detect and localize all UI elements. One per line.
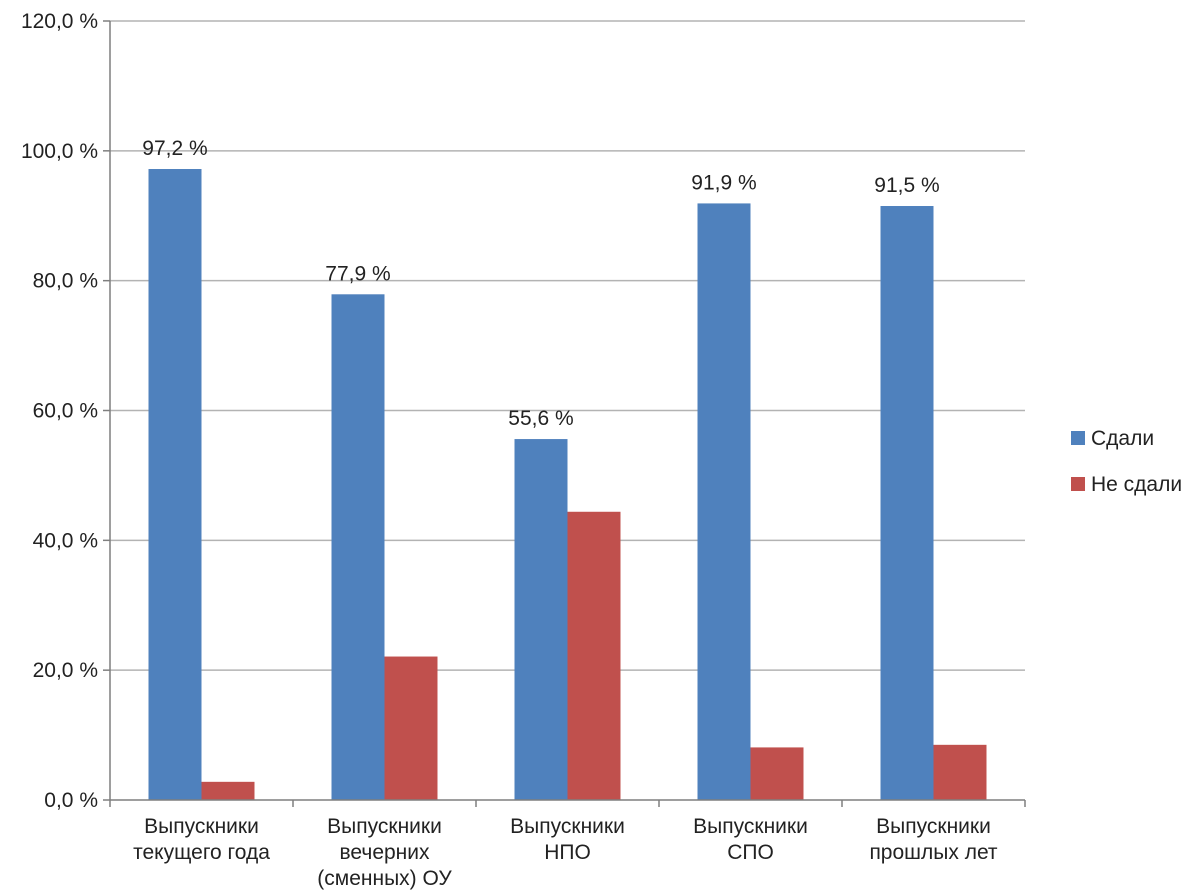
bar-sdali-1 bbox=[331, 294, 385, 800]
y-tick-label-2: 40,0 % bbox=[33, 529, 98, 552]
data-label-0: 97,2 % bbox=[142, 137, 207, 160]
data-label-2: 55,6 % bbox=[508, 407, 573, 430]
category-label-0: Выпускники текущего года bbox=[133, 815, 270, 864]
bar-sdali-2 bbox=[514, 439, 568, 800]
gridlines bbox=[110, 20, 1025, 671]
category-label-1: Выпускники вечерних (сменных) ОУ bbox=[317, 815, 452, 890]
bar-ne-sdali-0 bbox=[201, 781, 255, 800]
legend-swatch-0 bbox=[1071, 431, 1085, 445]
legend-label-1: Не сдали bbox=[1091, 473, 1182, 496]
category-label-line: Выпускники bbox=[693, 815, 808, 838]
category-label-line: Выпускники bbox=[144, 815, 259, 838]
bar-sdali-3 bbox=[697, 203, 751, 800]
category-label-line: Выпускники bbox=[327, 815, 442, 838]
category-label-4: Выпускники прошлых лет bbox=[869, 815, 997, 864]
category-label-line: Выпускники bbox=[876, 815, 991, 838]
data-label-1: 77,9 % bbox=[325, 262, 390, 285]
y-tick-label-1: 20,0 % bbox=[33, 659, 98, 682]
category-label-line: прошлых лет bbox=[869, 841, 997, 864]
category-label-3: Выпускники СПО bbox=[693, 815, 808, 864]
y-tick-label-6: 120,0 % bbox=[21, 10, 98, 33]
bar-ne-sdali-3 bbox=[750, 747, 804, 800]
legend-label-0: Сдали bbox=[1091, 427, 1154, 450]
category-label-line: вечерних bbox=[339, 841, 430, 864]
data-label-3: 91,9 % bbox=[691, 171, 756, 194]
category-label-2: Выпускники НПО bbox=[510, 815, 625, 864]
bar-ne-sdali-1 bbox=[384, 656, 438, 800]
y-tick-label-5: 100,0 % bbox=[21, 140, 98, 163]
category-label-line: НПО bbox=[544, 841, 591, 864]
labels: 0,0 % 20,0 % 40,0 % 60,0 % 80,0 % 100,0 % 120,… bbox=[21, 10, 998, 890]
category-label-line: (сменных) ОУ bbox=[317, 867, 452, 890]
bar-sdali-4 bbox=[880, 206, 934, 800]
bar-sdali-0 bbox=[148, 169, 202, 800]
legend: Сдали Не сдали bbox=[1071, 427, 1182, 496]
bar-ne-sdali-4 bbox=[933, 744, 987, 800]
category-label-line: текущего года bbox=[133, 841, 270, 864]
data-label-4: 91,5 % bbox=[874, 174, 939, 197]
category-label-line: Выпускники bbox=[510, 815, 625, 838]
bar-ne-sdali-2 bbox=[567, 511, 621, 800]
legend-swatch-1 bbox=[1071, 477, 1085, 491]
y-tick-label-0: 0,0 % bbox=[44, 789, 98, 812]
axes bbox=[103, 20, 1026, 807]
category-label-line: СПО bbox=[727, 841, 774, 864]
bars bbox=[148, 169, 987, 800]
y-tick-label-3: 60,0 % bbox=[33, 400, 98, 423]
y-tick-label-4: 80,0 % bbox=[33, 270, 98, 293]
